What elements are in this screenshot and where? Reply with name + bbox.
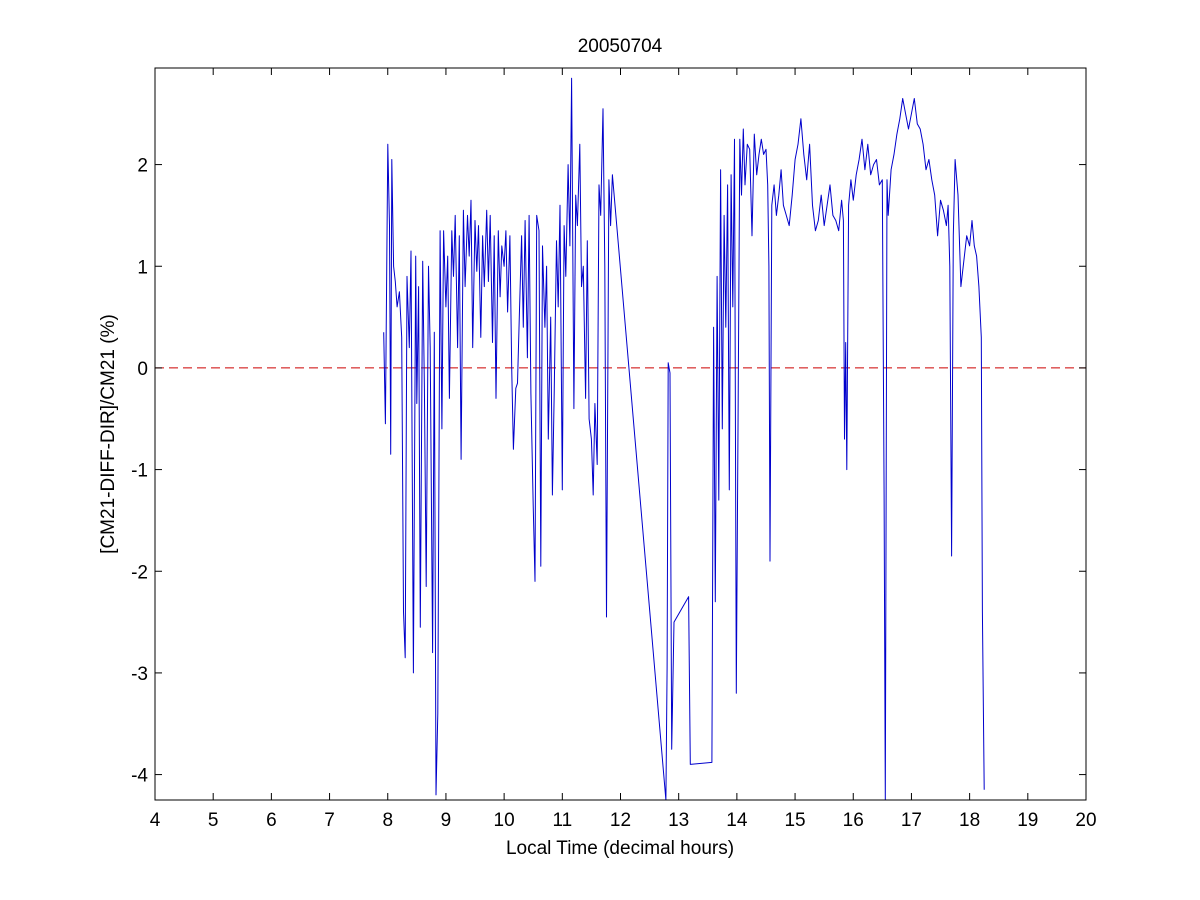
x-tick-label: 19 [1017,810,1038,831]
x-axis-label: Local Time (decimal hours) [506,838,734,859]
x-tick-label: 20 [1075,810,1096,831]
x-tick-label: 14 [726,810,748,831]
x-tick-label: 15 [784,810,805,831]
x-tick-label: 6 [266,810,277,831]
series-line-1 [383,77,985,801]
y-tick-label: 2 [137,156,148,177]
y-tick-label: 1 [137,257,148,278]
y-tick-label: -2 [131,562,148,583]
y-tick-label: -3 [131,664,148,685]
y-tick-label: -4 [131,766,148,787]
y-tick-label: -1 [131,461,148,482]
chart-title: 20050704 [578,36,663,57]
x-tick-label: 18 [959,810,980,831]
x-tick-label: 9 [441,810,452,831]
x-tick-label: 10 [494,810,515,831]
x-tick-label: 17 [901,810,922,831]
y-axis-label: [CM21-DIFF-DIR]/CM21 (%) [98,314,119,554]
x-tick-label: 4 [150,810,161,831]
x-tick-label: 12 [610,810,631,831]
x-tick-label: 8 [382,810,393,831]
plot-area [155,77,1086,801]
x-tick-label: 16 [843,810,864,831]
x-tick-label: 7 [324,810,335,831]
x-tick-label: 13 [668,810,689,831]
y-tick-label: 0 [137,359,148,380]
x-tick-label: 11 [552,810,572,831]
x-tick-label: 5 [208,810,219,831]
